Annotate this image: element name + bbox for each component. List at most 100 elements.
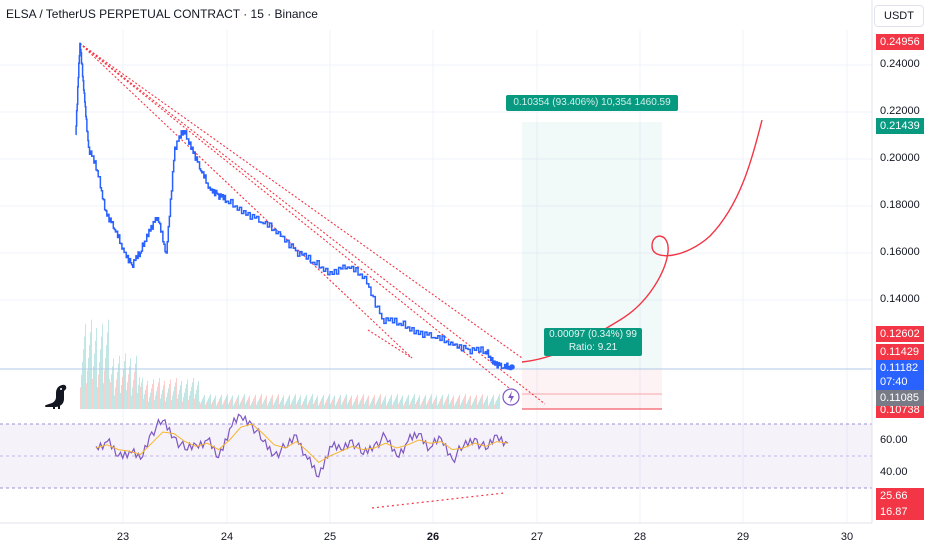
volume-bar	[456, 401, 457, 409]
volume-bar	[234, 403, 235, 409]
volume-bar	[84, 336, 85, 409]
volume-bar	[166, 397, 167, 409]
volume-bar	[435, 397, 436, 409]
volume-bar	[301, 405, 302, 409]
price-line[interactable]	[75, 42, 512, 371]
rsi-divergence-line[interactable]	[371, 492, 505, 509]
volume-bar	[453, 395, 454, 409]
time-tick: 23	[116, 531, 130, 543]
trend-line[interactable]	[79, 42, 515, 393]
volume-bar	[287, 399, 288, 409]
volume-bar	[193, 377, 194, 409]
volume-bar	[361, 398, 362, 409]
target-price-badge: 0.21439	[876, 118, 924, 134]
volume-bar	[126, 390, 127, 409]
volume-bar	[265, 397, 266, 409]
volume-bar	[99, 361, 100, 409]
volume-bar	[420, 405, 421, 409]
volume-bar	[369, 405, 370, 409]
volume-bar	[117, 371, 118, 409]
volume-bar	[374, 394, 375, 409]
chart-title: ELSA / TetherUS PERPETUAL CONTRACT · 15 …	[6, 7, 318, 21]
risk-reward-box[interactable]: 0.00097 (0.34%) 99 Ratio: 9.21	[544, 328, 642, 356]
volume-bar	[496, 400, 497, 409]
stop-price-badge: 0.10738	[876, 402, 924, 418]
trend-line[interactable]	[79, 42, 523, 359]
time-tick: 24	[220, 531, 234, 543]
volume-bar	[275, 400, 276, 409]
volume-bar	[203, 396, 204, 409]
volume-bar	[184, 392, 185, 409]
volume-bar	[348, 401, 349, 409]
volume-bar	[272, 394, 273, 409]
current-price-value: 0.11182	[880, 362, 919, 374]
volume-bar	[376, 402, 377, 409]
volume-bar	[271, 396, 272, 409]
volume-bar	[307, 404, 308, 409]
volume-bar	[398, 403, 399, 409]
rsi-lines[interactable]	[95, 413, 509, 478]
volume-bar	[197, 385, 198, 409]
volume-bar	[346, 394, 347, 409]
volume-bar	[239, 404, 240, 409]
trend-lines[interactable]	[79, 42, 546, 405]
volume-bar	[256, 404, 257, 409]
volume-bar	[120, 392, 121, 409]
currency-button[interactable]: USDT	[874, 5, 924, 27]
rsi-ma-line[interactable]	[95, 423, 509, 464]
volume-bar	[323, 394, 324, 409]
volume-bar	[261, 394, 262, 409]
volume-bar	[297, 401, 298, 409]
volume-bar	[249, 395, 250, 409]
volume-bar	[194, 398, 195, 409]
volume-bar	[409, 404, 410, 409]
volume-bar	[399, 401, 400, 409]
volume-bar	[447, 396, 448, 409]
volume-bar	[209, 396, 210, 409]
volume-bar	[422, 401, 423, 409]
trend-line[interactable]	[367, 329, 413, 359]
volume-bar	[187, 379, 188, 409]
volume-bar	[87, 370, 88, 409]
volume-bar	[459, 394, 460, 409]
volume-bar	[141, 382, 142, 409]
volume-bar	[113, 358, 114, 409]
volume-bar	[292, 400, 293, 409]
volume-bar	[199, 401, 200, 409]
rsi-tick: 40.00	[880, 466, 908, 478]
price-series-line[interactable]	[75, 42, 512, 371]
volume-bar	[452, 397, 453, 409]
volume-bar	[207, 400, 208, 409]
volume-bar	[395, 398, 396, 409]
rsi-line[interactable]	[95, 413, 509, 478]
ratio-line: Ratio: 9.21	[568, 342, 618, 353]
volume-bar	[325, 402, 326, 409]
trend-line[interactable]	[79, 42, 413, 359]
volume-bar	[92, 378, 93, 409]
volume-bar	[196, 389, 197, 409]
volume-bar	[306, 394, 307, 409]
volume-bar	[82, 361, 83, 409]
volume-bar	[276, 398, 277, 409]
volume-bar	[316, 397, 317, 409]
volume-bar	[403, 405, 404, 409]
volume-bar	[326, 400, 327, 409]
volume-bar	[98, 374, 99, 409]
target-label[interactable]: 0.10354 (93.406%) 10,354 1460.59	[506, 95, 678, 111]
target-zone[interactable]	[522, 122, 662, 369]
volume-bar	[336, 403, 337, 409]
volume-bar	[358, 404, 359, 409]
lightning-icon[interactable]	[502, 388, 520, 406]
volume-bar	[178, 394, 179, 409]
volume-bar	[438, 403, 439, 409]
volume-bar	[309, 400, 310, 409]
volume-bar	[88, 357, 89, 409]
volume-bar	[136, 355, 137, 409]
stop-zone[interactable]	[522, 369, 662, 409]
volume-bar	[175, 382, 176, 409]
volume-bar	[153, 379, 154, 409]
volume-bar	[111, 374, 112, 409]
volume-bar	[156, 391, 157, 409]
volume-bar	[342, 402, 343, 409]
